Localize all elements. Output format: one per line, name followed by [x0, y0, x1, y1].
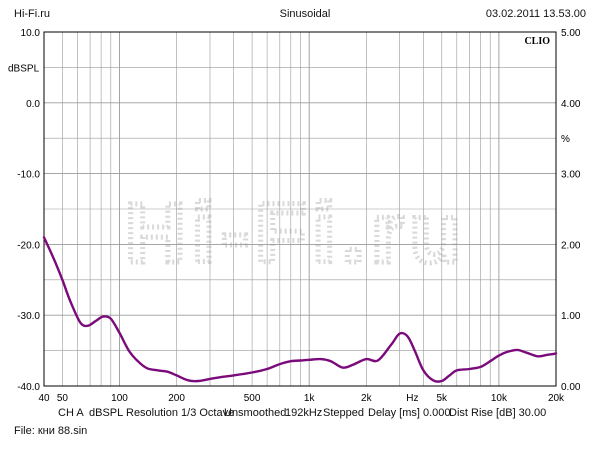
x-tick-label: 100 — [111, 393, 128, 404]
watermark: Hi-Fi.ru — [123, 184, 467, 283]
clio-logo: CLIO — [524, 36, 550, 47]
y-tick-label: 0.0 — [26, 99, 40, 110]
x-tick-label: 5k — [437, 393, 449, 404]
y2-tick-label: 2.00 — [561, 240, 581, 251]
x-tick-label: 20k — [548, 393, 565, 404]
x-tick-label: 50 — [57, 393, 69, 404]
header-measurement-type: Sinusoidal — [279, 8, 331, 20]
footer-channel: CH A — [58, 407, 84, 419]
x-tick-label: 1k — [304, 393, 316, 404]
y-tick-label: -30.0 — [17, 311, 40, 322]
x-tick-label: 10k — [491, 393, 508, 404]
x-tick-label: 500 — [244, 393, 261, 404]
footer-delay: Delay [ms] 0.000 — [368, 407, 451, 419]
footer-resolution: Resolution 1/3 Octave — [126, 407, 235, 419]
y-tick-label: -20.0 — [17, 240, 40, 251]
x-tick-label: 2k — [361, 393, 373, 404]
footer-dist-rise: Dist Rise [dB] 30.00 — [449, 407, 547, 419]
y2-tick-label: 1.00 — [561, 311, 581, 322]
y2-axis: 5.00 4.00 3.00 2.00 1.00 0.00 — [561, 28, 581, 393]
y-axis-label: dBSPL — [8, 63, 40, 74]
y2-tick-label: 4.00 — [561, 99, 581, 110]
y-tick-label: -10.0 — [17, 170, 40, 181]
series-line — [42, 236, 558, 383]
x-tick-label: 40 — [38, 393, 50, 404]
chart-frame — [43, 31, 557, 387]
x-tick-label: Hz — [406, 393, 418, 404]
y-axis: 10.0 0.0 -10.0 -20.0 -30.0 -40.0 — [17, 28, 40, 393]
x-tick-label: 200 — [168, 393, 185, 404]
y2-tick-label: 3.00 — [561, 170, 581, 181]
watermark-text: Hi-Fi.ru — [125, 186, 467, 280]
footer-rate: 192kHz — [285, 407, 323, 419]
footer-unit: dBSPL — [89, 407, 124, 419]
header-source: Hi-Fi.ru — [14, 8, 51, 20]
y2-tick-label: 0.00 — [561, 382, 581, 393]
footer-smoothing: Unsmoothed — [224, 407, 287, 419]
footer-mode: Stepped — [323, 407, 364, 419]
chart-grid — [44, 32, 556, 386]
y2-axis-label: % — [561, 134, 570, 145]
y-tick-label: -40.0 — [17, 382, 40, 393]
footer-file: File: кни 88.sin — [14, 425, 88, 437]
header-datetime: 03.02.2011 13.53.00 — [485, 8, 586, 20]
y2-tick-label: 5.00 — [561, 28, 581, 39]
y-tick-label: 10.0 — [21, 28, 41, 39]
x-axis: 40 50 100 200 500 1k 2k Hz 5k 10k 20k — [38, 393, 565, 404]
